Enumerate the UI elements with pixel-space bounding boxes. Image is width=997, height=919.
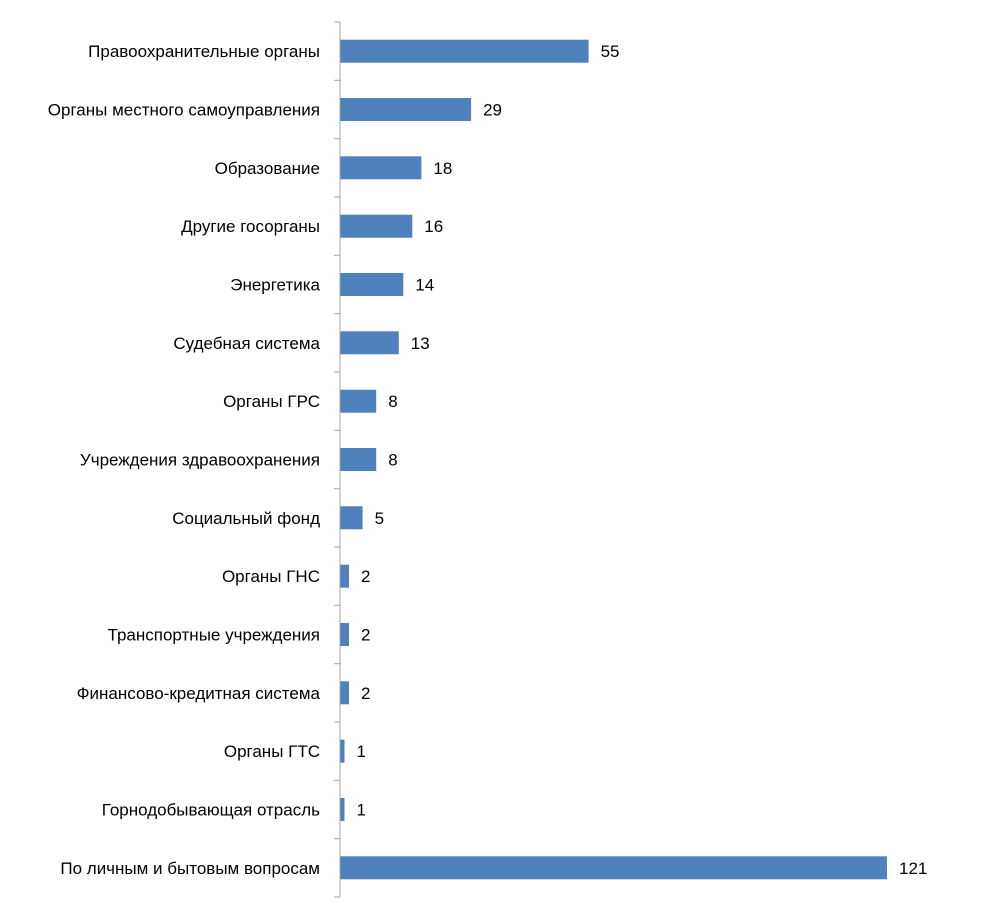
category-label: Энергетика <box>230 276 320 295</box>
data-label: 16 <box>424 217 443 236</box>
data-label: 2 <box>361 626 370 645</box>
category-label: Органы местного самоуправления <box>48 101 320 120</box>
category-label: По личным и бытовым вопросам <box>60 859 320 878</box>
data-label: 2 <box>361 684 370 703</box>
category-label: Другие госорганы <box>181 217 320 236</box>
bar <box>340 506 363 530</box>
data-label: 14 <box>415 276 434 295</box>
category-label: Органы ГРС <box>223 392 320 411</box>
data-label: 1 <box>357 742 366 761</box>
bar <box>340 681 349 705</box>
bar <box>340 564 349 588</box>
category-label: Правоохранительные органы <box>88 42 320 61</box>
category-label: Транспортные учреждения <box>108 626 320 645</box>
category-label: Образование <box>215 159 320 178</box>
data-label: 2 <box>361 567 370 586</box>
bar <box>340 273 404 296</box>
bar <box>340 798 345 821</box>
bar <box>340 214 413 238</box>
bar <box>340 331 399 355</box>
data-label: 55 <box>601 42 620 61</box>
bar <box>340 448 377 471</box>
category-label: Горнодобывающая отрасль <box>102 801 320 820</box>
data-label: 8 <box>388 392 397 411</box>
bar <box>340 98 472 121</box>
data-label: 18 <box>433 159 452 178</box>
data-label: 1 <box>357 801 366 820</box>
category-label: Учреждения здравоохранения <box>80 451 320 470</box>
bar <box>340 623 349 646</box>
bar <box>340 156 422 180</box>
category-label: Финансово-кредитная система <box>77 684 321 703</box>
data-label: 5 <box>375 509 384 528</box>
category-label: Органы ГНС <box>222 567 320 586</box>
bars-layer <box>340 39 887 880</box>
data-label: 8 <box>388 451 397 470</box>
axis-layer <box>334 21 341 898</box>
bar <box>340 856 887 880</box>
category-label: Судебная система <box>173 334 320 353</box>
bar <box>340 39 589 63</box>
data-label: 121 <box>899 859 927 878</box>
data-label: 29 <box>483 101 502 120</box>
category-label: Социальный фонд <box>172 509 320 528</box>
category-label: Органы ГТС <box>224 742 320 761</box>
bar <box>340 389 377 413</box>
bar <box>340 739 345 763</box>
labels-layer: Правоохранительные органы 55 Органы местно… <box>48 42 928 878</box>
data-label: 13 <box>411 334 430 353</box>
